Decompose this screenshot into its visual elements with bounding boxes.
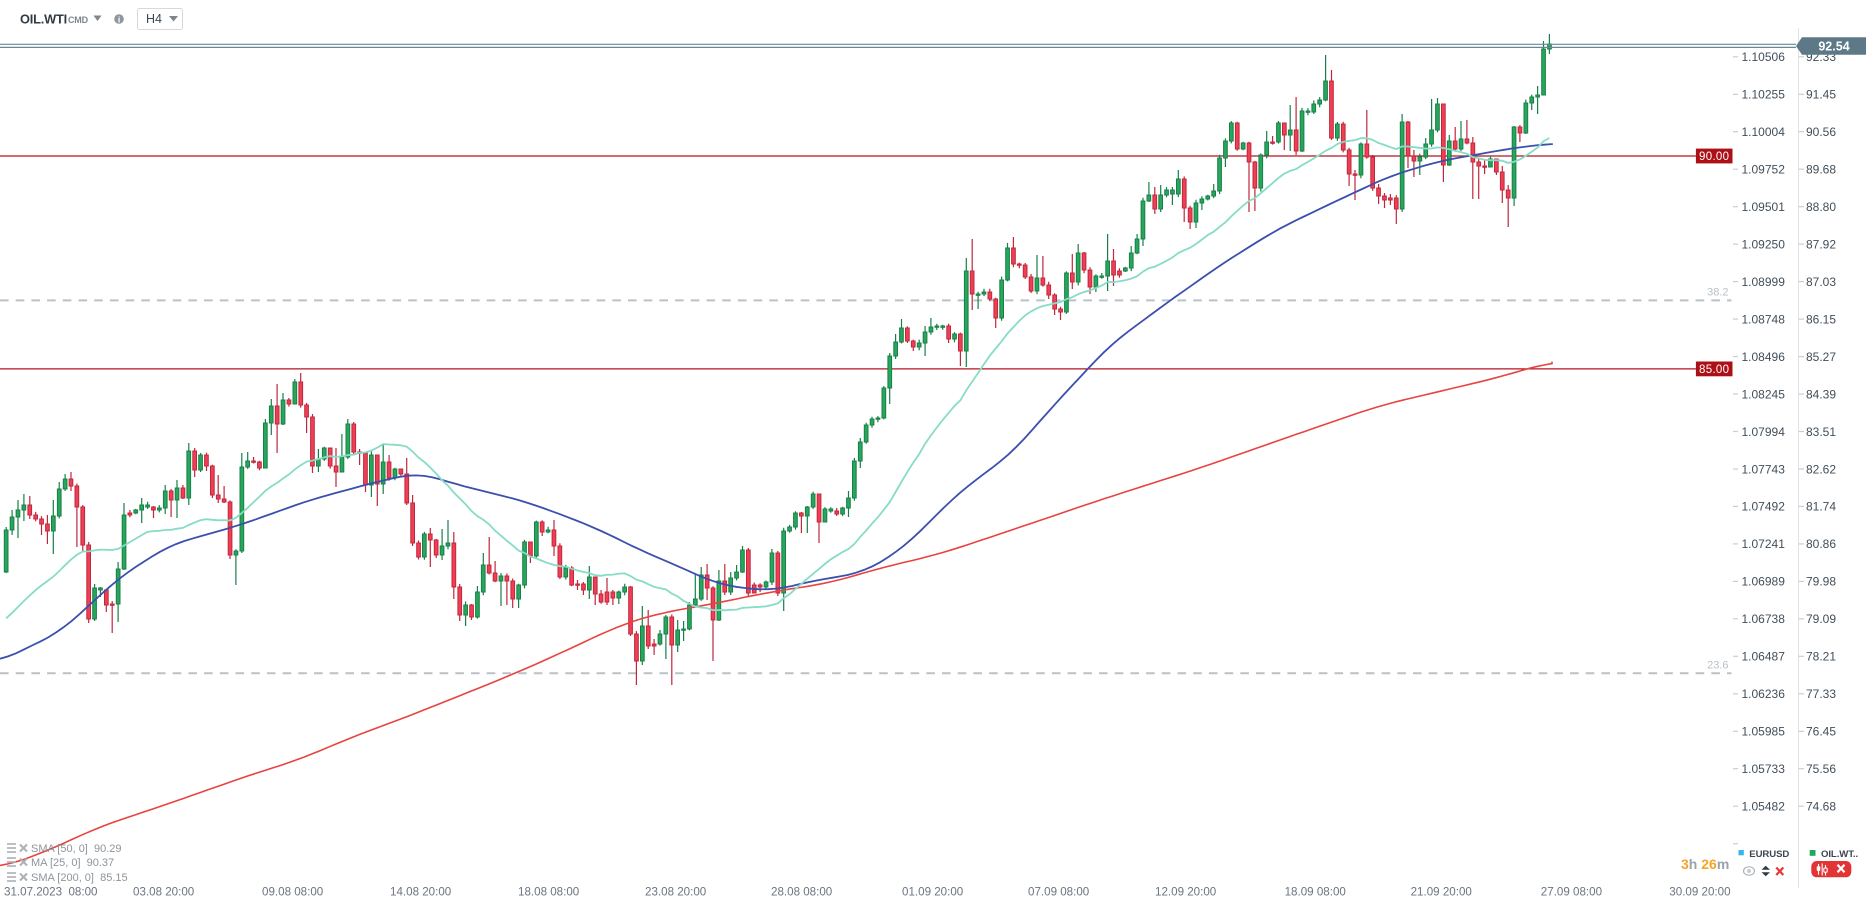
- svg-text:1.09501: 1.09501: [1742, 200, 1786, 214]
- svg-text:84.39: 84.39: [1806, 387, 1836, 401]
- svg-text:1.08245: 1.08245: [1742, 387, 1786, 401]
- svg-text:12.09 20:00: 12.09 20:00: [1155, 886, 1216, 899]
- svg-text:86.15: 86.15: [1806, 312, 1836, 326]
- svg-text:28.08 08:00: 28.08 08:00: [771, 886, 832, 899]
- svg-text:18.09 08:00: 18.09 08:00: [1285, 886, 1346, 899]
- svg-text:1.05733: 1.05733: [1742, 762, 1786, 776]
- svg-text:3h 26m: 3h 26m: [1681, 856, 1729, 872]
- svg-text:EURUSD: EURUSD: [1749, 849, 1789, 860]
- svg-text:23.6: 23.6: [1707, 660, 1728, 672]
- svg-text:79.98: 79.98: [1806, 575, 1836, 589]
- svg-text:1.08999: 1.08999: [1742, 275, 1786, 289]
- svg-text:1.07994: 1.07994: [1742, 425, 1786, 439]
- svg-text:1.07241: 1.07241: [1742, 537, 1786, 551]
- svg-text:MA [25, 0] 90.37: MA [25, 0] 90.37: [31, 857, 114, 869]
- svg-text:76.45: 76.45: [1806, 725, 1836, 739]
- svg-text:87.92: 87.92: [1806, 237, 1836, 251]
- svg-text:1.09250: 1.09250: [1742, 237, 1786, 251]
- svg-text:1.08496: 1.08496: [1742, 350, 1786, 364]
- svg-text:77.33: 77.33: [1806, 687, 1836, 701]
- svg-text:SMA [200, 0] 85.15: SMA [200, 0] 85.15: [31, 872, 128, 884]
- svg-text:1.06487: 1.06487: [1742, 650, 1786, 664]
- svg-text:78.21: 78.21: [1806, 650, 1836, 664]
- svg-text:1.06236: 1.06236: [1742, 687, 1786, 701]
- svg-text:85.00: 85.00: [1699, 364, 1729, 376]
- svg-text:1.09752: 1.09752: [1742, 163, 1786, 177]
- svg-text:1.05985: 1.05985: [1742, 725, 1786, 739]
- svg-text:07.09 08:00: 07.09 08:00: [1028, 886, 1089, 899]
- svg-text:85.27: 85.27: [1806, 350, 1836, 364]
- svg-text:SMA [50, 0] 90.29: SMA [50, 0] 90.29: [31, 843, 122, 855]
- svg-text:09.08 08:00: 09.08 08:00: [262, 886, 323, 899]
- svg-text:OIL.WT..: OIL.WT..: [1821, 849, 1858, 860]
- svg-text:92.54: 92.54: [1818, 40, 1849, 54]
- svg-text:30.09 20:00: 30.09 20:00: [1669, 886, 1730, 899]
- svg-text:1.10506: 1.10506: [1742, 50, 1786, 64]
- svg-text:H4: H4: [146, 12, 162, 26]
- svg-text:82.62: 82.62: [1806, 462, 1836, 476]
- svg-text:1.05482: 1.05482: [1742, 800, 1786, 814]
- svg-text:38.2: 38.2: [1707, 287, 1728, 299]
- svg-text:1.06738: 1.06738: [1742, 612, 1786, 626]
- svg-text:91.45: 91.45: [1806, 88, 1836, 102]
- svg-text:1.08748: 1.08748: [1742, 312, 1786, 326]
- svg-text:i: i: [118, 14, 120, 24]
- svg-text:1.07492: 1.07492: [1742, 500, 1786, 514]
- svg-text:1.10004: 1.10004: [1742, 125, 1786, 139]
- svg-text:74.68: 74.68: [1806, 800, 1836, 814]
- svg-text:75.56: 75.56: [1806, 762, 1836, 776]
- svg-text:83.51: 83.51: [1806, 425, 1836, 439]
- svg-text:90.56: 90.56: [1806, 125, 1836, 139]
- svg-text:89.68: 89.68: [1806, 163, 1836, 177]
- svg-text:03.08 20:00: 03.08 20:00: [133, 886, 194, 899]
- svg-text:14.08 20:00: 14.08 20:00: [390, 886, 451, 899]
- svg-text:21.09 20:00: 21.09 20:00: [1411, 886, 1472, 899]
- svg-text:79.09: 79.09: [1806, 612, 1836, 626]
- svg-text:1.10255: 1.10255: [1742, 88, 1786, 102]
- svg-text:1.06989: 1.06989: [1742, 575, 1786, 589]
- svg-text:80.86: 80.86: [1806, 537, 1836, 551]
- svg-text:27.09 08:00: 27.09 08:00: [1541, 886, 1602, 899]
- svg-text:81.74: 81.74: [1806, 500, 1836, 514]
- svg-text:23.08 20:00: 23.08 20:00: [645, 886, 706, 899]
- svg-text:31.07.2023 08:00: 31.07.2023 08:00: [4, 886, 97, 899]
- svg-text:87.03: 87.03: [1806, 275, 1836, 289]
- svg-text:88.80: 88.80: [1806, 200, 1836, 214]
- svg-text:CMD: CMD: [68, 15, 89, 25]
- svg-text:90.00: 90.00: [1699, 151, 1729, 163]
- svg-text:1.07743: 1.07743: [1742, 462, 1786, 476]
- svg-text:01.09 20:00: 01.09 20:00: [902, 886, 963, 899]
- svg-text:OIL.WTI: OIL.WTI: [20, 12, 67, 27]
- svg-text:18.08 08:00: 18.08 08:00: [518, 886, 579, 899]
